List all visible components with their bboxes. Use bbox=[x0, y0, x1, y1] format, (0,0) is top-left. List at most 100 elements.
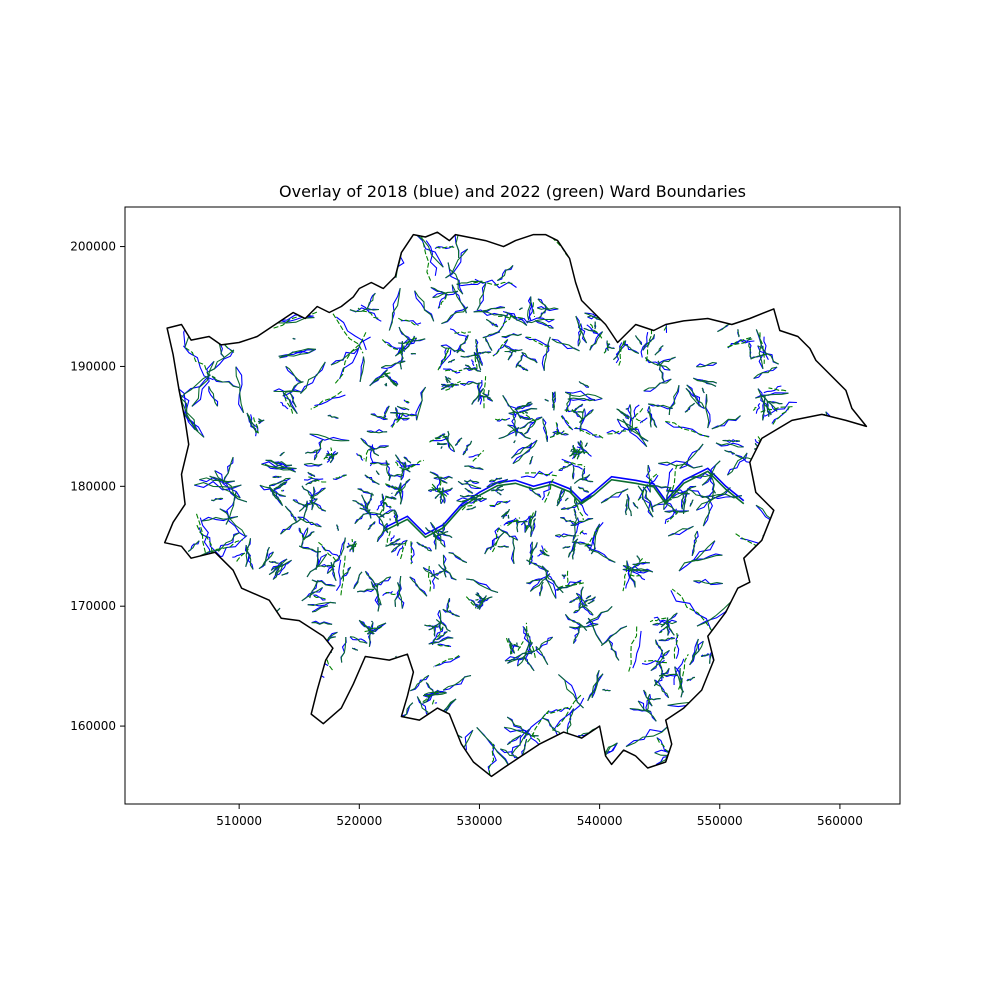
ward-2022-boundary bbox=[552, 431, 569, 436]
ward-2018-boundary bbox=[282, 489, 285, 492]
ward-2018-boundary bbox=[627, 404, 632, 432]
ward-2022-boundary bbox=[438, 564, 457, 581]
ward-2022-boundary bbox=[211, 376, 240, 389]
ward-2022-boundary bbox=[525, 622, 536, 658]
ward-2022-boundary bbox=[658, 660, 664, 679]
ward-2022-boundary bbox=[423, 691, 446, 696]
ward-2022-boundary bbox=[416, 541, 432, 552]
ward-2022-boundary bbox=[507, 652, 533, 664]
ward-2018-boundary bbox=[436, 631, 448, 641]
ward-2022-boundary bbox=[394, 576, 402, 607]
y-tick-label: 200000 bbox=[70, 240, 116, 254]
ward-2022-boundary bbox=[507, 734, 522, 746]
ward-2022-boundary bbox=[760, 394, 778, 412]
ward-2022-boundary bbox=[394, 407, 399, 421]
ward-2022-boundary bbox=[191, 361, 215, 407]
ward-2022-boundary bbox=[326, 554, 341, 575]
ward-2022-boundary bbox=[760, 406, 793, 413]
ward-2022-boundary bbox=[398, 317, 419, 327]
ward-2018-boundary bbox=[335, 316, 367, 351]
ward-2022-boundary bbox=[527, 710, 550, 743]
ward-2022-boundary bbox=[359, 507, 385, 518]
ward-2022-boundary bbox=[600, 488, 629, 504]
ward-2018-boundary bbox=[616, 418, 649, 442]
ward-2022-boundary bbox=[457, 480, 482, 489]
ward-2018-boundary bbox=[525, 317, 555, 323]
ward-2022-boundary bbox=[696, 362, 717, 368]
ward-2022-boundary bbox=[571, 466, 575, 480]
ward-2022-boundary bbox=[502, 395, 522, 419]
ward-2022-boundary bbox=[422, 567, 439, 580]
ward-2018-boundary bbox=[339, 336, 371, 380]
ward-2022-boundary bbox=[437, 347, 450, 371]
ward-2022-boundary bbox=[768, 387, 787, 392]
ward-2022-boundary bbox=[581, 603, 594, 616]
ward-2022-boundary bbox=[383, 372, 398, 387]
ward-2018-boundary bbox=[517, 364, 529, 372]
ward-2022-boundary bbox=[477, 382, 480, 402]
ward-2022-boundary bbox=[515, 521, 528, 524]
ward-2018-boundary bbox=[534, 320, 554, 329]
ward-2022-boundary bbox=[711, 415, 741, 430]
ward-2022-boundary bbox=[677, 654, 689, 690]
ward-2018-boundary bbox=[639, 417, 648, 424]
ward-2022-boundary bbox=[425, 682, 434, 693]
ward-2022-boundary bbox=[235, 366, 245, 413]
ward-2022-boundary bbox=[692, 638, 699, 661]
ward-2022-boundary bbox=[391, 411, 405, 428]
ward-2022-boundary bbox=[370, 462, 390, 466]
ward-2022-boundary bbox=[668, 385, 680, 415]
ward-2022-boundary bbox=[583, 327, 598, 334]
ward-2022-boundary bbox=[551, 338, 580, 352]
ward-2018-boundary bbox=[763, 385, 782, 394]
ward-2022-boundary bbox=[529, 455, 534, 465]
ward-2018-boundary bbox=[693, 578, 723, 586]
ward-2022-boundary bbox=[214, 470, 241, 499]
ward-2022-boundary bbox=[647, 465, 651, 493]
ward-2022-boundary bbox=[375, 470, 380, 476]
ward-2018-boundary bbox=[394, 478, 411, 497]
ward-2022-boundary bbox=[671, 463, 679, 497]
ward-2022-boundary bbox=[454, 437, 463, 446]
ward-2022-boundary bbox=[409, 576, 428, 597]
ward-2022-boundary bbox=[629, 707, 651, 713]
ward-2018-boundary bbox=[456, 280, 483, 287]
ward-2022-boundary bbox=[590, 523, 601, 555]
ward-2022-boundary bbox=[701, 460, 721, 486]
ward-2022-boundary bbox=[574, 448, 590, 455]
ward-2022-boundary bbox=[396, 405, 410, 411]
ward-2022-boundary bbox=[382, 405, 390, 419]
ward-2018-boundary bbox=[675, 634, 680, 659]
ward-2022-boundary bbox=[525, 472, 557, 477]
ward-2018-boundary bbox=[468, 453, 480, 458]
ward-2022-boundary bbox=[349, 541, 357, 551]
ward-2018-boundary bbox=[191, 360, 215, 407]
ward-2022-boundary bbox=[303, 462, 323, 466]
ward-2022-boundary bbox=[519, 416, 543, 430]
ward-2022-boundary bbox=[352, 499, 368, 509]
ward-2018-boundary bbox=[439, 349, 452, 369]
ward-2022-boundary bbox=[507, 517, 521, 527]
ward-2022-boundary bbox=[327, 415, 339, 419]
ward-2018-boundary bbox=[311, 486, 316, 511]
ward-2022-boundary bbox=[527, 296, 532, 321]
ward-2022-boundary bbox=[273, 481, 288, 491]
ward-2022-boundary bbox=[535, 646, 549, 665]
ward-2018-boundary bbox=[670, 590, 712, 631]
ward-2022-boundary bbox=[400, 461, 406, 481]
ward-2018-boundary bbox=[217, 532, 240, 552]
x-tick-label: 520000 bbox=[336, 814, 382, 828]
ward-2022-boundary bbox=[477, 596, 493, 604]
ward-2022-boundary bbox=[772, 406, 790, 425]
ward-2022-boundary bbox=[371, 620, 373, 623]
ward-2022-boundary bbox=[498, 315, 523, 319]
ward-2022-boundary bbox=[489, 500, 510, 507]
ward-2022-boundary bbox=[729, 338, 753, 348]
ward-2022-boundary bbox=[258, 551, 274, 570]
ward-2022-boundary bbox=[654, 345, 664, 356]
ward-2022-boundary bbox=[482, 307, 506, 312]
ward-2022-boundary bbox=[572, 624, 582, 644]
ward-2022-boundary bbox=[340, 636, 347, 663]
ward-2022-boundary bbox=[566, 708, 575, 736]
ward-2022-boundary bbox=[666, 623, 675, 636]
